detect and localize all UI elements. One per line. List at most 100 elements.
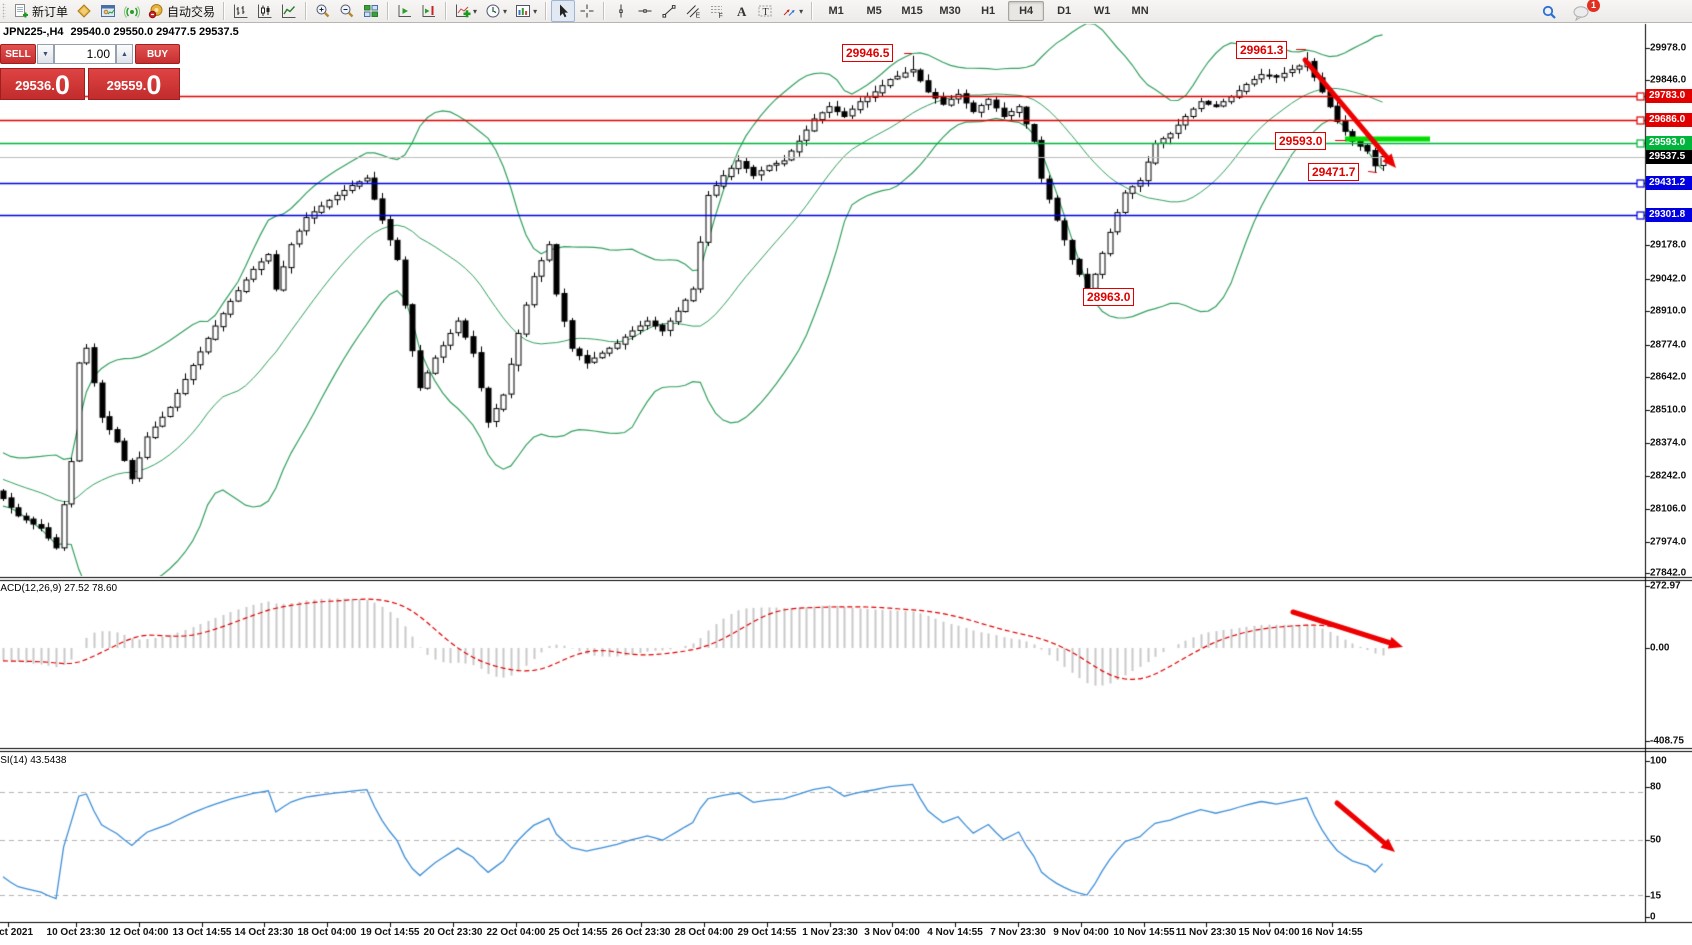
chart-title: JPN225-,H4 29540.0 29550.0 29477.5 29537.… bbox=[3, 26, 246, 38]
price-tick-label: 29042.0 bbox=[1650, 273, 1687, 285]
timeframe-button-w1[interactable]: W1 bbox=[1093, 5, 1111, 17]
rsi-axis-label: 100 bbox=[1650, 755, 1667, 767]
autoscroll-button[interactable] bbox=[393, 0, 417, 22]
toolbar-grip[interactable] bbox=[2, 3, 6, 19]
macd-axis-label: 272.97 bbox=[1650, 580, 1681, 592]
metaeditor-button[interactable] bbox=[72, 0, 96, 22]
svg-text:T: T bbox=[763, 7, 769, 18]
timeframe-button-h4[interactable]: H4 bbox=[1008, 1, 1045, 21]
vertical-line-button[interactable] bbox=[609, 0, 633, 22]
autotrading-button[interactable]: 自动交易 bbox=[144, 0, 219, 22]
symbol-period-label: JPN225-,H4 bbox=[3, 26, 64, 38]
price-annotation[interactable]: 28963.0 bbox=[1083, 288, 1135, 306]
sell-button[interactable]: SELL bbox=[0, 44, 36, 64]
volume-decrease-button[interactable]: ▼ bbox=[37, 44, 54, 64]
search-button[interactable] bbox=[1537, 1, 1562, 23]
price-tick-label: 28510.0 bbox=[1650, 404, 1687, 416]
price-tick-label: 28774.0 bbox=[1650, 339, 1687, 351]
indicators-button[interactable] bbox=[451, 0, 481, 22]
periods-button[interactable] bbox=[481, 0, 511, 22]
timeframe-button-d1[interactable]: D1 bbox=[1057, 5, 1072, 17]
price-annotation[interactable]: 29946.5 bbox=[842, 44, 894, 62]
fibonacci-button[interactable]: F bbox=[705, 0, 729, 22]
price-annotation[interactable]: 29961.3 bbox=[1236, 41, 1288, 59]
buy-price-display[interactable]: 29559. 0 bbox=[88, 68, 180, 100]
trade-panel-controls: SELL ▼ ▲ BUY bbox=[0, 44, 180, 64]
indicators-icon bbox=[455, 3, 471, 19]
zoom-in-icon bbox=[315, 3, 331, 19]
arrows-button[interactable] bbox=[777, 0, 807, 22]
new-order-button[interactable]: 新订单 bbox=[9, 0, 72, 22]
rsi-indicator-label: RSI(14) 43.5438 bbox=[0, 755, 67, 766]
buy-price-main: 29559. bbox=[106, 78, 147, 93]
price-annotation[interactable]: 29471.7 bbox=[1308, 163, 1360, 181]
price-tick-label: 27842.0 bbox=[1650, 567, 1687, 579]
arrows-icon bbox=[781, 3, 797, 19]
zoom-in-button[interactable] bbox=[311, 0, 335, 22]
buy-price-big-digit: 0 bbox=[146, 70, 162, 100]
volume-input[interactable] bbox=[54, 44, 116, 64]
time-axis-label: 19 Oct 14:55 bbox=[360, 927, 420, 938]
templates-button[interactable] bbox=[511, 0, 541, 22]
toolbar-separator bbox=[387, 2, 390, 20]
timeframe-button-m15[interactable]: M15 bbox=[901, 5, 923, 17]
price-level-label: 29783.0 bbox=[1646, 89, 1692, 104]
timeframe-button-m1[interactable]: M1 bbox=[828, 5, 844, 17]
volume-increase-button[interactable]: ▲ bbox=[116, 44, 133, 64]
signals-button[interactable] bbox=[120, 0, 144, 22]
timeframe-button-mn[interactable]: MN bbox=[1131, 5, 1149, 17]
chart-shift-button[interactable] bbox=[417, 0, 441, 22]
trendline-button[interactable] bbox=[657, 0, 681, 22]
line-chart-button[interactable] bbox=[277, 0, 301, 22]
buy-button[interactable]: BUY bbox=[135, 44, 180, 64]
price-level-label: 29686.0 bbox=[1646, 113, 1692, 127]
macd-axis-label: 0.00 bbox=[1650, 642, 1670, 654]
bar-chart-icon bbox=[233, 3, 249, 19]
ohlc-values: 29540.0 29550.0 29477.5 29537.5 bbox=[70, 26, 239, 38]
signals-icon bbox=[124, 3, 140, 19]
cursor-button[interactable] bbox=[551, 0, 576, 22]
time-axis-label: 29 Oct 14:55 bbox=[737, 927, 797, 938]
crosshair-button[interactable] bbox=[575, 0, 599, 22]
time-axis-label: 10 Nov 14:55 bbox=[1113, 927, 1175, 938]
timeframe-button-m30[interactable]: M30 bbox=[939, 5, 961, 17]
crosshair-icon bbox=[579, 3, 595, 19]
candlestick-chart-button[interactable] bbox=[253, 0, 277, 22]
price-level-label: 29593.0 bbox=[1646, 135, 1692, 150]
equidistant-channel-button[interactable]: E bbox=[681, 0, 705, 22]
autoscroll-icon bbox=[397, 3, 413, 19]
toolbar-separator bbox=[545, 2, 548, 20]
price-tick-label: 28242.0 bbox=[1650, 470, 1687, 482]
toolbar-separator bbox=[305, 2, 308, 20]
text-label-button[interactable]: T bbox=[753, 0, 777, 22]
price-annotation[interactable]: 29593.0 bbox=[1275, 132, 1327, 150]
timeframe-button-m5[interactable]: M5 bbox=[866, 5, 882, 17]
market-watch-button[interactable] bbox=[96, 0, 120, 22]
price-tick-label: 28910.0 bbox=[1650, 305, 1687, 317]
bar-chart-button[interactable] bbox=[229, 0, 253, 22]
line-chart-icon bbox=[281, 3, 297, 19]
text-button[interactable]: A bbox=[729, 0, 753, 22]
price-tick-label: 28106.0 bbox=[1650, 503, 1687, 515]
notifications-button[interactable]: 1 bbox=[1568, 0, 1600, 23]
svg-text:E: E bbox=[696, 13, 701, 20]
autotrading-label: 自动交易 bbox=[167, 4, 216, 19]
horizontal-line-button[interactable] bbox=[633, 0, 657, 22]
tile-windows-button[interactable] bbox=[359, 0, 383, 22]
price-level-label: 29537.5 bbox=[1646, 149, 1692, 164]
candlestick-chart-icon bbox=[257, 3, 273, 19]
time-axis-label: 20 Oct 23:30 bbox=[423, 927, 483, 938]
sell-price-display[interactable]: 29536. 0 bbox=[0, 68, 85, 100]
zoom-out-button[interactable] bbox=[335, 0, 359, 22]
rsi-axis-label: 0 bbox=[1650, 911, 1656, 923]
time-axis-label: 26 Oct 23:30 bbox=[611, 927, 671, 938]
timeframe-button-h1[interactable]: H1 bbox=[981, 5, 996, 17]
new-order-label: 新订单 bbox=[32, 4, 69, 19]
toolbar-separator bbox=[223, 2, 226, 20]
search-icon bbox=[1541, 4, 1558, 21]
price-tick-label: 28374.0 bbox=[1650, 437, 1687, 449]
time-axis-label: 28 Oct 04:00 bbox=[674, 927, 734, 938]
